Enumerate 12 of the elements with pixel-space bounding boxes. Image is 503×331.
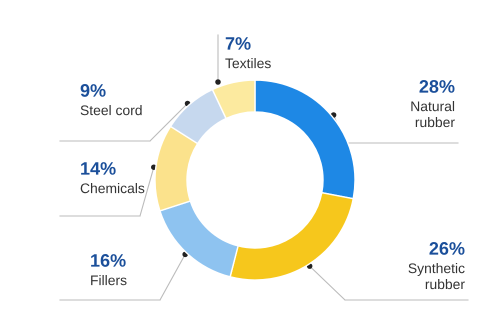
slice-label: Textiles: [225, 58, 271, 68]
slice-label: Synthetic rubber: [408, 263, 465, 290]
data-label: 14%: [81, 162, 116, 175]
slice-label: Chemicals: [80, 183, 144, 194]
data-label: 9%: [80, 84, 106, 97]
slice-label: Natural rubber: [411, 101, 455, 128]
slice-label: Steel cord: [80, 105, 142, 116]
data-label: 26%: [429, 242, 465, 255]
data-label: 7%: [226, 37, 251, 50]
data-label: 28%: [419, 80, 455, 93]
data-label: 16%: [91, 254, 126, 267]
slice-label: Fillers: [91, 275, 127, 286]
